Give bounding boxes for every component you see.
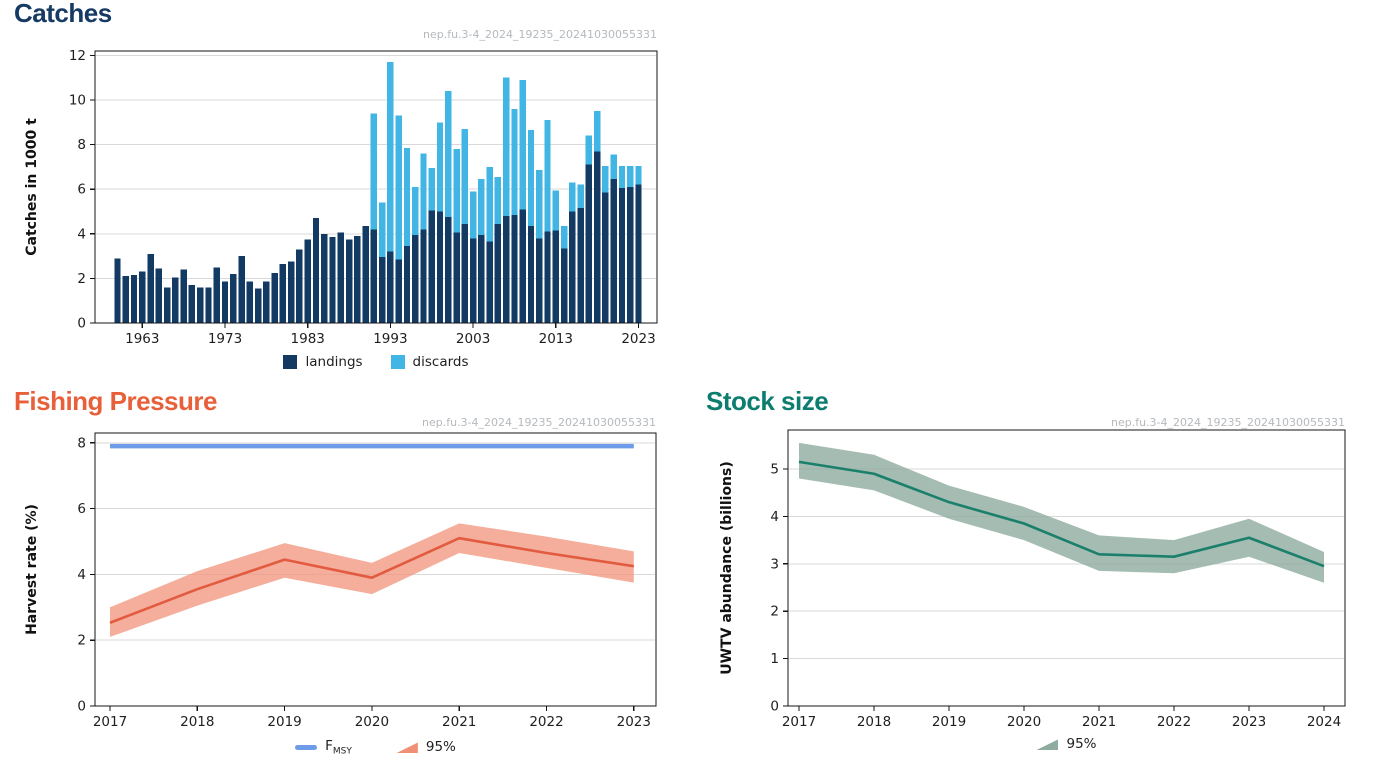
svg-text:4: 4 [77, 226, 86, 242]
svg-text:0: 0 [77, 699, 86, 715]
svg-text:1: 1 [770, 651, 779, 667]
catches-watermark: nep.fu.3-4_2024_19235_20241030055331 [423, 28, 657, 41]
svg-text:8: 8 [77, 435, 86, 451]
svg-text:2: 2 [77, 271, 86, 287]
svg-text:4: 4 [77, 567, 86, 583]
svg-text:1973: 1973 [208, 331, 242, 347]
legend-item-fmsy: FMSY [295, 738, 352, 757]
stock-size-legend: 95% [788, 736, 1345, 752]
bars [114, 62, 642, 323]
legend-item-discards: discards [390, 354, 469, 370]
svg-text:0: 0 [77, 316, 86, 332]
svg-text:6: 6 [77, 501, 86, 517]
band-95-label: 95% [1066, 736, 1097, 752]
plot-frame [94, 432, 657, 707]
discards-label: discards [412, 354, 469, 370]
svg-text:2019: 2019 [267, 714, 301, 730]
y-axis-title: UWTV abundance (billions) [719, 461, 735, 675]
catches-panel: Catches nep.fu.3-4_2024_19235_2024103005… [0, 0, 690, 382]
fmsy-line-swatch [295, 744, 318, 750]
svg-text:2003: 2003 [456, 331, 490, 347]
svg-text:2017: 2017 [782, 714, 816, 730]
svg-text:2020: 2020 [1007, 714, 1041, 730]
svg-text:2018: 2018 [180, 714, 214, 730]
stock-size-watermark: nep.fu.3-4_2024_19235_20241030055331 [1111, 416, 1345, 429]
stock-size-panel: Stock size nep.fu.3-4_2024_19235_2024103… [700, 385, 1379, 768]
y-axis-title: Catches in 1000 t [24, 118, 40, 256]
confidence-band [110, 523, 634, 637]
landings-label: landings [305, 354, 363, 370]
svg-text:1983: 1983 [291, 331, 325, 347]
catches-title: Catches [14, 0, 112, 28]
plot-frame [94, 50, 658, 324]
svg-text:2013: 2013 [539, 331, 573, 347]
legend-item-landings: landings [283, 354, 363, 370]
estimate-line [798, 460, 1325, 568]
svg-text:4: 4 [770, 509, 779, 525]
svg-text:2024: 2024 [1307, 714, 1341, 730]
svg-text:1993: 1993 [373, 331, 407, 347]
fishing-pressure-title: Fishing Pressure [14, 386, 217, 416]
estimate-line [109, 536, 634, 624]
band-wedge-icon [395, 742, 418, 754]
band-95-label: 95% [425, 739, 456, 756]
legend-item-95-band: 95% [1036, 736, 1097, 752]
landings-swatch [283, 355, 298, 369]
svg-text:3: 3 [770, 556, 779, 572]
svg-text:8: 8 [77, 137, 86, 153]
svg-text:2022: 2022 [1157, 714, 1191, 730]
legend-item-95-band: 95% [395, 739, 456, 756]
fishing-pressure-watermark: nep.fu.3-4_2024_19235_20241030055331 [422, 416, 656, 429]
fmsy-label: FMSY [325, 738, 352, 757]
svg-text:2023: 2023 [617, 714, 651, 730]
fishing-pressure-legend: FMSY 95% [95, 738, 656, 757]
svg-text:10: 10 [69, 93, 86, 109]
svg-text:2023: 2023 [1232, 714, 1266, 730]
svg-text:12: 12 [69, 48, 86, 64]
svg-text:2022: 2022 [529, 714, 563, 730]
fishing-pressure-chart: 0 2 4 6 8 2017 2018 2019 2020 2021 2022 2023 Harvest… [24, 432, 657, 730]
confidence-band [799, 442, 1324, 583]
svg-text:2023: 2023 [621, 331, 655, 347]
catches-legend: landings discards [95, 354, 657, 370]
svg-text:5: 5 [770, 462, 779, 478]
svg-text:2020: 2020 [355, 714, 389, 730]
svg-text:2021: 2021 [442, 714, 476, 730]
fishing-pressure-panel: Fishing Pressure nep.fu.3-4_2024_19235_2… [0, 385, 690, 768]
band-wedge-icon [1036, 739, 1059, 750]
svg-text:2017: 2017 [93, 714, 127, 730]
svg-text:0: 0 [770, 699, 779, 715]
svg-text:2019: 2019 [932, 714, 966, 730]
svg-text:2: 2 [770, 604, 779, 620]
discards-swatch [390, 355, 405, 369]
plot-frame [787, 429, 1346, 707]
svg-text:2018: 2018 [857, 714, 891, 730]
svg-text:2: 2 [77, 633, 86, 649]
y-axis-title: Harvest rate (%) [24, 504, 40, 635]
svg-text:1963: 1963 [125, 331, 159, 347]
stock-size-chart: 0 1 2 3 4 5 2017 2018 2019 2020 2021 2022 2023 2024 UW… [719, 429, 1346, 730]
svg-text:2021: 2021 [1082, 714, 1116, 730]
stock-size-title: Stock size [706, 386, 829, 416]
catches-chart: 0 2 4 6 8 10 12 1963 1973 1983 1993 2003 2013 2023 Cat… [24, 48, 658, 347]
svg-text:6: 6 [77, 182, 86, 198]
